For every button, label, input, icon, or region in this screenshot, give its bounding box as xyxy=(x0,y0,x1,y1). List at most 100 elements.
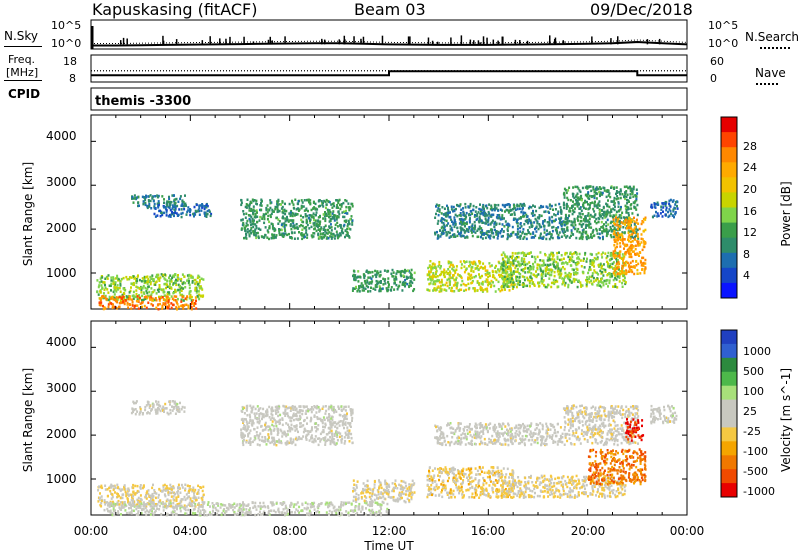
power-cell xyxy=(467,282,470,286)
power-colorbar-segment xyxy=(721,252,737,269)
power-cell xyxy=(469,202,472,206)
power-cell xyxy=(191,275,194,279)
power-cell xyxy=(341,227,344,231)
power-cell xyxy=(188,290,191,293)
power-cell xyxy=(194,302,197,305)
velocity-cell xyxy=(350,432,353,436)
power-cell xyxy=(482,262,485,265)
power-cell xyxy=(530,279,533,282)
power-cell xyxy=(492,281,494,284)
velocity-cell xyxy=(252,405,255,408)
power-cell xyxy=(584,193,587,197)
power-cell xyxy=(624,263,627,267)
velocity-cell xyxy=(278,405,281,409)
power-cell xyxy=(528,282,531,285)
search-noise-line-sample xyxy=(760,47,790,49)
power-cell xyxy=(614,233,617,237)
power-cell xyxy=(594,189,597,192)
power-cell xyxy=(435,288,438,291)
power-cell xyxy=(567,285,570,289)
power-cell xyxy=(586,233,589,237)
velocity-cell xyxy=(317,443,320,447)
power-cell xyxy=(481,221,484,224)
power-cell xyxy=(301,220,304,223)
power-cell xyxy=(490,215,493,218)
power-cell xyxy=(636,240,639,243)
power-cell xyxy=(598,212,601,215)
power-cell xyxy=(548,277,551,280)
power-cell xyxy=(626,261,629,265)
power-cell xyxy=(503,225,506,228)
power-cell xyxy=(462,213,465,217)
power-cell xyxy=(541,275,544,278)
power-cell xyxy=(188,274,191,277)
power-cell xyxy=(592,185,595,189)
power-cell xyxy=(201,205,204,209)
power-cell xyxy=(454,271,457,275)
power-cell xyxy=(498,261,501,265)
power-cell xyxy=(333,219,336,222)
power-cell xyxy=(255,231,258,235)
power-cell xyxy=(345,209,347,213)
power-cell xyxy=(634,244,637,247)
power-cell xyxy=(465,267,468,270)
power-cell xyxy=(515,275,517,278)
power-cell xyxy=(560,209,563,212)
power-cell xyxy=(450,286,453,290)
power-cell xyxy=(574,227,577,231)
power-cell xyxy=(488,281,491,284)
power-cell xyxy=(171,303,174,306)
power-cell xyxy=(588,194,591,198)
power-cell xyxy=(347,234,349,237)
power-cell xyxy=(324,234,327,237)
power-cell xyxy=(551,258,554,261)
velocity-cell xyxy=(272,417,275,420)
power-cell xyxy=(201,288,204,291)
velocity-cell xyxy=(341,421,344,425)
power-cell xyxy=(270,237,273,240)
power-cell xyxy=(453,218,456,222)
power-cell xyxy=(624,197,627,201)
power-cell xyxy=(455,287,458,290)
power-cell xyxy=(153,298,156,302)
power-cell xyxy=(541,222,544,225)
velocity-cell xyxy=(315,429,318,433)
power-cell xyxy=(390,286,393,289)
power-cell xyxy=(503,263,506,267)
power-cell xyxy=(629,187,632,190)
power-cell xyxy=(492,207,495,211)
power-cell xyxy=(635,199,638,202)
power-cell xyxy=(475,267,478,270)
power-cell xyxy=(611,254,614,257)
power-cell xyxy=(242,212,245,216)
power-cell xyxy=(154,297,157,300)
power-cell xyxy=(438,260,441,264)
power-cell xyxy=(128,291,131,294)
power-cell xyxy=(615,186,618,189)
power-cell xyxy=(578,230,581,234)
power-cell xyxy=(457,289,460,292)
power-cell xyxy=(488,212,491,215)
power-cell xyxy=(591,201,594,204)
power-cell xyxy=(460,266,463,270)
power-cell xyxy=(600,220,603,224)
velocity-cell xyxy=(267,439,270,443)
power-cell xyxy=(181,295,184,299)
power-cell xyxy=(280,223,283,227)
power-cell xyxy=(602,214,605,217)
power-cell xyxy=(609,274,612,277)
power-cell xyxy=(616,272,619,276)
power-cell xyxy=(665,208,668,212)
power-cell xyxy=(601,216,604,220)
power-cell xyxy=(168,276,170,279)
power-cell xyxy=(656,203,659,206)
power-cell xyxy=(550,271,553,274)
power-cell xyxy=(278,220,281,223)
power-cell xyxy=(615,234,618,237)
power-cell xyxy=(119,299,122,302)
power-cell xyxy=(123,300,126,303)
power-cell xyxy=(536,216,539,219)
power-cell xyxy=(563,279,565,282)
power-cell xyxy=(331,206,334,209)
power-cell xyxy=(530,277,533,280)
